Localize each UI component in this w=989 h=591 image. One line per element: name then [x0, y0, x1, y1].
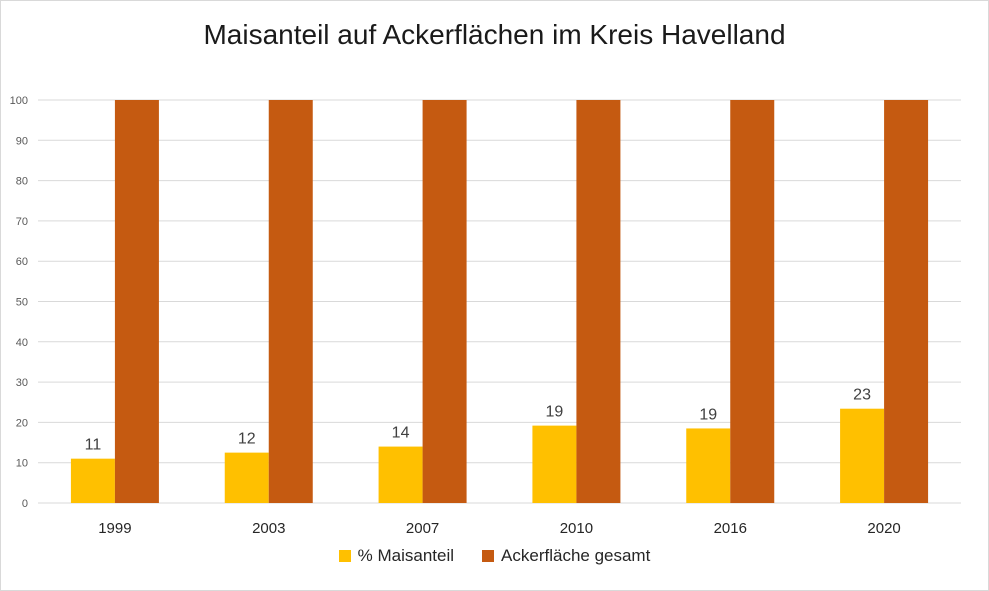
data-label: 19 [546, 404, 564, 421]
x-tick-label: 2020 [867, 520, 900, 537]
y-tick-label: 70 [16, 216, 28, 228]
bar-maisanteil [532, 425, 577, 503]
legend-swatch-maisanteil [338, 550, 351, 562]
legend-item-ackerflaeche: Ackerfläche gesamt [482, 546, 650, 566]
y-tick-label: 40 [16, 337, 28, 349]
y-tick-label: 10 [16, 458, 28, 470]
y-tick-label: 30 [16, 377, 28, 389]
y-tick-label: 100 [10, 95, 28, 107]
bar-ackerflaeche [884, 100, 929, 503]
legend-label-maisanteil: % Maisanteil [357, 546, 455, 565]
bar-maisanteil [224, 452, 269, 503]
x-tick-label: 2003 [252, 520, 285, 537]
x-tick-label: 2010 [560, 520, 593, 537]
y-tick-label: 50 [16, 297, 28, 309]
y-tick-label: 90 [16, 135, 28, 147]
bar-maisanteil [378, 446, 423, 503]
y-tick-label: 80 [16, 176, 28, 188]
bar-ackerflaeche [268, 100, 313, 503]
data-label: 19 [699, 406, 717, 423]
bar-maisanteil [686, 428, 731, 503]
legend-item-maisanteil: % Maisanteil [338, 546, 455, 566]
data-label: 14 [392, 425, 410, 442]
bar-ackerflaeche [730, 100, 775, 503]
bar-maisanteil [840, 408, 885, 503]
bar-maisanteil [70, 458, 115, 503]
legend: % Maisanteil Ackerfläche gesamt [1, 546, 988, 566]
x-tick-label: 2007 [406, 520, 439, 537]
bar-ackerflaeche [422, 100, 467, 503]
bar-ackerflaeche [114, 100, 159, 503]
legend-swatch-ackerflaeche [482, 550, 495, 562]
data-label: 23 [853, 387, 871, 404]
y-tick-label: 60 [16, 256, 28, 268]
x-tick-label: 1999 [98, 520, 131, 537]
y-tick-label: 0 [22, 498, 28, 510]
data-label: 12 [238, 431, 256, 448]
legend-label-ackerflaeche: Ackerfläche gesamt [501, 546, 651, 565]
chart-title: Maisanteil auf Ackerflächen im Kreis Hav… [203, 19, 786, 50]
bar-ackerflaeche [576, 100, 621, 503]
data-label: 11 [85, 437, 102, 454]
x-tick-label: 2016 [714, 520, 747, 537]
y-tick-label: 20 [16, 417, 28, 429]
